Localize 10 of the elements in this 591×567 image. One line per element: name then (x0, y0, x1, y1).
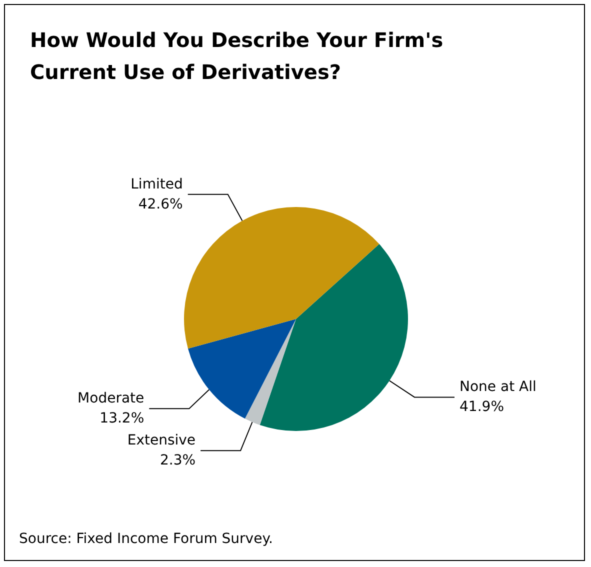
slice-label: None at All (460, 379, 536, 396)
data-label: 42.6% (138, 196, 183, 212)
data-label: 41.9% (460, 399, 504, 416)
slice-label: Limited (130, 176, 183, 192)
chart-title: How Would You Describe Your Firm's Current Use of Derivatives? (30, 28, 444, 84)
data-label: 13.2% (100, 410, 144, 427)
slice-label: Moderate (78, 390, 144, 407)
data-label: 2.3% (160, 452, 196, 469)
slice-label: Extensive (127, 432, 196, 449)
source-note: Source: Fixed Income Forum Survey. (19, 531, 273, 547)
